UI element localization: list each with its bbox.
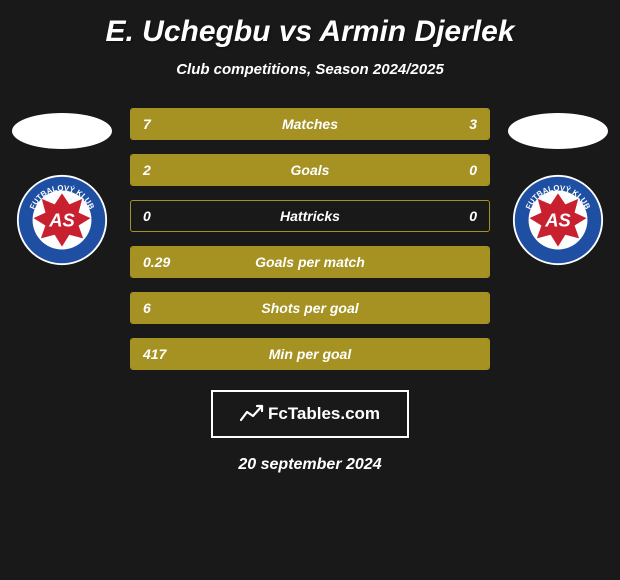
branding-chart-icon [240,404,264,424]
stat-left-value: 2 [143,162,151,178]
branding-text: FcTables.com [268,404,380,424]
comparison-infographic: E. Uchegbu vs Armin Djerlek Club competi… [0,0,620,484]
right-player-avatar-placeholder [508,113,608,149]
left-player-avatar-placeholder [12,113,112,149]
stat-fill-left [131,109,382,139]
stat-label: Goals [291,162,330,178]
right-club-badge: FUTBALOVÝ KLUB TRENČÍN AS [512,174,604,271]
stat-bar: 7 3 Matches [130,108,490,140]
svg-text:AS: AS [48,209,75,230]
stat-left-value: 0.29 [143,254,170,270]
stat-left-value: 0 [143,208,151,224]
stat-bar: 0.29 Goals per match [130,246,490,278]
branding-box: FcTables.com [211,390,409,438]
date-text: 20 september 2024 [0,456,620,474]
stat-right-value: 0 [469,208,477,224]
stats-column: 7 3 Matches 2 0 Goals 0 0 Hattricks 0.29 Goals per… [130,108,490,370]
stat-left-value: 7 [143,116,151,132]
stat-bar: 417 Min per goal [130,338,490,370]
stat-right-value: 0 [469,162,477,178]
stat-left-value: 6 [143,300,151,316]
stat-bar: 0 0 Hattricks [130,200,490,232]
stat-label: Matches [282,116,338,132]
stat-bar: 2 0 Goals [130,154,490,186]
left-club-badge: FUTBALOVÝ KLUB TRENČÍN AS [16,174,108,271]
svg-text:AS: AS [544,209,571,230]
right-player-col: FUTBALOVÝ KLUB TRENČÍN AS [508,108,608,271]
stat-bar: 6 Shots per goal [130,292,490,324]
comparison-row: FUTBALOVÝ KLUB TRENČÍN AS 7 3 Matches 2 0 Goa… [0,108,620,370]
stat-label: Hattricks [280,208,340,224]
left-player-col: FUTBALOVÝ KLUB TRENČÍN AS [12,108,112,271]
stat-left-value: 417 [143,346,166,362]
stat-label: Shots per goal [261,300,358,316]
stat-label: Goals per match [255,254,365,270]
page-subtitle: Club competitions, Season 2024/2025 [0,61,620,78]
page-title: E. Uchegbu vs Armin Djerlek [0,15,620,49]
club-badge-icon: FUTBALOVÝ KLUB TRENČÍN AS [16,174,108,266]
stat-right-value: 3 [469,116,477,132]
club-badge-icon: FUTBALOVÝ KLUB TRENČÍN AS [512,174,604,266]
stat-label: Min per goal [269,346,351,362]
